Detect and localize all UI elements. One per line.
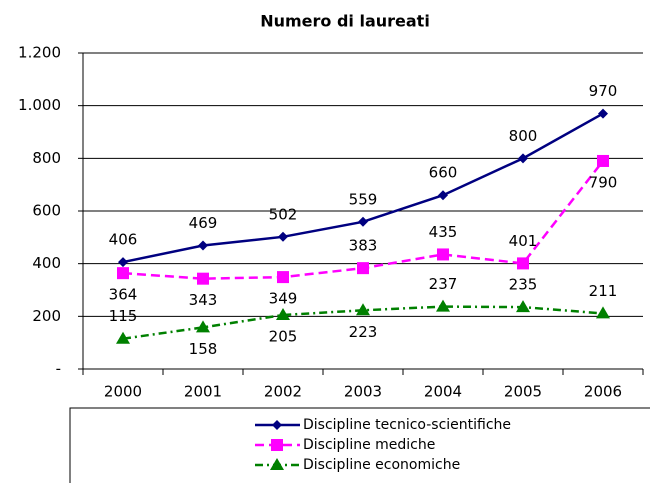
legend-label: Discipline tecnico-scientifiche: [303, 417, 511, 433]
marker: [437, 248, 449, 261]
data-label: 502: [269, 205, 298, 223]
data-label: 800: [509, 127, 538, 145]
data-label: 115: [109, 307, 138, 325]
data-label: 469: [189, 214, 218, 232]
chart-title: Numero di laureati: [260, 12, 430, 31]
marker: [356, 303, 370, 316]
data-label: 235: [509, 276, 538, 294]
data-label: 435: [429, 223, 458, 241]
marker: [598, 108, 608, 119]
x-tick-label: 2005: [504, 383, 542, 401]
marker: [118, 257, 128, 268]
marker: [196, 320, 210, 333]
y-tick-label: 400: [32, 254, 61, 272]
y-tick-label: 600: [32, 202, 61, 220]
legend-marker: [272, 420, 282, 430]
data-label: 205: [269, 328, 298, 346]
legend-label: Discipline economiche: [303, 457, 460, 473]
y-tick-label: 1.200: [18, 44, 61, 62]
y-tick-label: 1.000: [18, 96, 61, 114]
x-tick-label: 2006: [584, 383, 622, 401]
y-tick-label: 800: [32, 149, 61, 167]
legend-marker: [270, 458, 284, 470]
data-label: 223: [349, 323, 378, 341]
marker: [277, 271, 289, 284]
marker: [116, 331, 130, 344]
data-label: 660: [429, 164, 458, 182]
data-label: 401: [509, 232, 538, 250]
marker: [197, 272, 209, 285]
data-label: 406: [109, 231, 138, 249]
x-tick-label: 2002: [264, 383, 302, 401]
data-label: 364: [109, 286, 138, 304]
marker: [278, 231, 288, 242]
marker: [597, 154, 609, 167]
marker: [436, 299, 450, 312]
y-tick-label: 200: [32, 307, 61, 325]
data-label: 383: [349, 237, 378, 255]
marker: [198, 240, 208, 251]
data-label: 970: [589, 82, 618, 100]
data-label: 343: [189, 291, 218, 309]
marker: [438, 190, 448, 201]
marker: [596, 306, 610, 319]
data-label: 158: [189, 340, 218, 358]
data-label: 790: [589, 173, 618, 191]
marker: [516, 300, 530, 313]
data-label: 559: [349, 190, 378, 208]
marker: [357, 262, 369, 275]
x-tick-label: 2004: [424, 383, 462, 401]
legend-label: Discipline mediche: [303, 437, 435, 453]
x-tick-label: 2000: [104, 383, 142, 401]
legend-box: [69, 407, 650, 483]
data-label: 237: [429, 275, 458, 293]
marker: [517, 257, 529, 270]
y-tick-label: -: [56, 360, 61, 378]
data-label: 349: [269, 290, 298, 308]
data-label: 211: [589, 282, 618, 300]
marker: [276, 308, 290, 321]
legend-marker: [271, 439, 283, 451]
marker: [358, 216, 368, 227]
x-tick-label: 2003: [344, 383, 382, 401]
marker: [117, 267, 129, 280]
marker: [518, 153, 528, 164]
x-tick-label: 2001: [184, 383, 222, 401]
